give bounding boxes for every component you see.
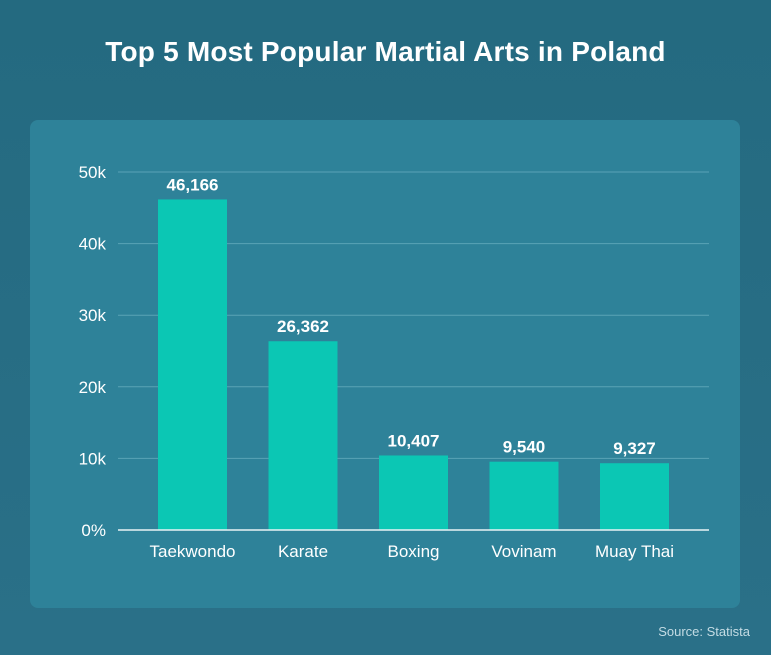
bars xyxy=(158,199,669,530)
bar xyxy=(379,455,448,530)
bar-value-label: 46,166 xyxy=(167,175,219,194)
bar-value-label: 10,407 xyxy=(388,431,440,450)
bar-value-label: 26,362 xyxy=(277,317,329,336)
x-tick-label: Boxing xyxy=(388,542,440,561)
bar xyxy=(268,341,338,530)
x-tick-label: Muay Thai xyxy=(595,542,674,561)
y-tick-label: 10k xyxy=(79,449,107,468)
y-tick-label: 0% xyxy=(81,521,106,540)
y-tick-label: 20k xyxy=(79,378,107,397)
chart-title: Top 5 Most Popular Martial Arts in Polan… xyxy=(105,36,666,67)
bar-value-label: 9,327 xyxy=(613,439,656,458)
y-tick-label: 50k xyxy=(79,163,107,182)
y-axis-ticks: 0% 10k 20k 30k 40k 50k xyxy=(79,163,107,540)
y-tick-label: 30k xyxy=(79,306,107,325)
bar xyxy=(489,461,559,530)
bar-value-labels: 46,166 26,362 10,407 9,540 9,327 xyxy=(167,175,656,458)
bar xyxy=(158,199,227,530)
y-tick-label: 40k xyxy=(79,235,107,254)
source-note: Source: Statista xyxy=(658,624,750,639)
x-tick-label: Vovinam xyxy=(491,542,556,561)
x-axis-ticks: Taekwondo Karate Boxing Vovinam Muay Thai xyxy=(149,542,674,561)
bar xyxy=(600,463,669,530)
x-tick-label: Taekwondo xyxy=(149,542,235,561)
bar-value-label: 9,540 xyxy=(503,438,546,457)
x-tick-label: Karate xyxy=(278,542,328,561)
